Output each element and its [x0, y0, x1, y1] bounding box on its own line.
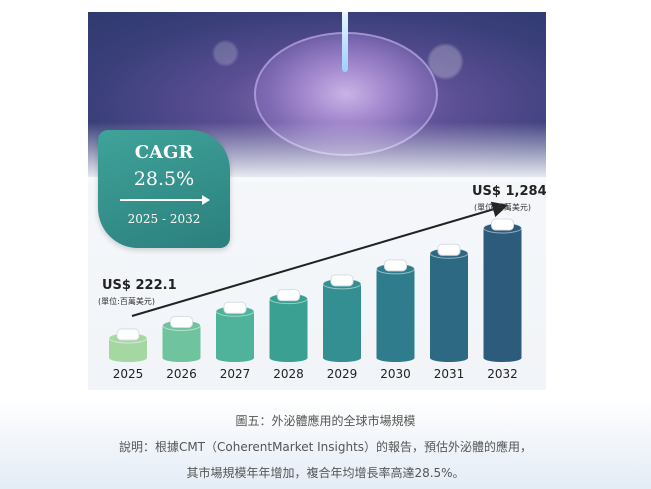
bar-base-2030: [376, 354, 415, 362]
figure-caption: 圖五：外泌體應用的全球市場規模 說明：根據CMT（CoherentMarket …: [0, 408, 651, 486]
bar-body-2032: [483, 228, 522, 358]
bar-base-2027: [216, 354, 254, 362]
bar-2028: [269, 289, 308, 362]
x-tick-label-2032: 2032: [487, 367, 518, 381]
bar-2026: [162, 315, 201, 362]
bar-cap-2029: [330, 274, 354, 287]
bar-body-2025: [109, 338, 147, 358]
bar-2030: [376, 259, 415, 362]
bar-chart: 2025 2026 2027 2028 2029 2030 2031 2032: [108, 201, 522, 381]
market-size-figure: CAGR 28.5% 2025 - 2032 2025 2026 2027 2028 2…: [88, 12, 546, 390]
x-tick-label-2025: 2025: [113, 367, 144, 381]
bar-base-2029: [323, 354, 361, 362]
caption-title: 圖五：外泌體應用的全球市場規模: [235, 414, 416, 428]
bar-cap-2031: [437, 243, 461, 256]
end-value-label: US$ 1,284.1: [472, 184, 546, 199]
end-unit-label: (單位:百萬美元): [474, 203, 531, 212]
caption-line-2: 說明：根據CMT（CoherentMarket Insights）的報告，預估外…: [118, 440, 533, 454]
bar-2029: [322, 274, 362, 362]
bar-2027: [215, 301, 255, 362]
x-tick-label-2027: 2027: [220, 367, 251, 381]
bar-base-2025: [109, 354, 147, 362]
cagr-title: CAGR: [134, 142, 194, 163]
caption-line-3: 其市場規模年年增加，複合年均增長率高達28.5%。: [186, 466, 465, 480]
bar-2031: [429, 243, 469, 362]
start-value-label: US$ 222.1: [102, 278, 177, 293]
bar-body-2028: [269, 298, 308, 358]
bar-cap-2025: [116, 328, 140, 341]
bar-body-2027: [216, 311, 254, 358]
bar-cap-2030: [384, 259, 407, 272]
cagr-arrow-icon: [120, 195, 210, 205]
bar-cap-2027: [223, 301, 247, 314]
bar-base-2032: [483, 354, 522, 362]
bar-base-2026: [162, 354, 201, 362]
x-tick-label-2031: 2031: [434, 367, 465, 381]
cagr-period: 2025 - 2032: [127, 212, 201, 226]
page-background: [0, 400, 651, 489]
x-tick-label-2028: 2028: [273, 367, 304, 381]
bar-body-2030: [376, 268, 415, 358]
x-tick-label-2029: 2029: [327, 367, 358, 381]
bar-cap-2028: [277, 289, 300, 302]
x-tick-label-2026: 2026: [166, 367, 197, 381]
bar-base-2028: [269, 354, 308, 362]
bar-2032: [483, 218, 522, 362]
bar-base-2031: [430, 354, 468, 362]
bar-cap-2026: [170, 315, 193, 328]
bar-body-2031: [430, 253, 468, 358]
cagr-value: 28.5%: [133, 168, 195, 190]
x-tick-label-2030: 2030: [380, 367, 411, 381]
start-unit-label: (單位:百萬美元): [98, 297, 155, 306]
micropipette-illustration: [342, 12, 348, 72]
bar-body-2029: [323, 283, 361, 358]
bar-2025: [108, 328, 148, 362]
bar-cap-2032: [491, 218, 514, 231]
trend-arrow: [131, 201, 509, 317]
cagr-badge: CAGR 28.5% 2025 - 2032: [98, 130, 230, 248]
